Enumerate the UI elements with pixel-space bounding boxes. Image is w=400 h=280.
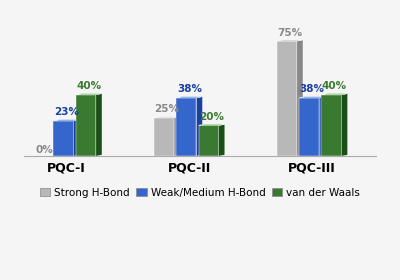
Polygon shape [322,95,342,156]
Text: 25%: 25% [154,104,180,114]
Text: 0%: 0% [35,145,53,155]
Text: 38%: 38% [177,84,202,94]
Polygon shape [176,97,202,98]
Text: 23%: 23% [54,107,79,117]
Polygon shape [299,97,325,98]
Polygon shape [299,98,319,156]
Text: 75%: 75% [277,27,302,38]
Polygon shape [219,124,225,156]
Polygon shape [277,40,303,41]
Polygon shape [96,94,102,156]
Polygon shape [297,40,303,156]
Polygon shape [154,116,180,118]
Polygon shape [54,120,80,121]
Polygon shape [54,121,74,156]
Legend: Strong H-Bond, Weak/Medium H-Bond, van der Waals: Strong H-Bond, Weak/Medium H-Bond, van d… [36,183,364,202]
Polygon shape [76,95,96,156]
Polygon shape [176,98,196,156]
Polygon shape [342,94,348,156]
Polygon shape [199,124,225,125]
Polygon shape [277,41,297,156]
Text: 20%: 20% [199,112,224,122]
Text: 38%: 38% [300,84,325,94]
Polygon shape [74,120,80,156]
Polygon shape [319,97,325,156]
Polygon shape [174,116,180,156]
Text: 40%: 40% [76,81,102,91]
Polygon shape [196,97,202,156]
Text: 40%: 40% [322,81,347,91]
Polygon shape [76,94,102,95]
Polygon shape [322,94,348,95]
Polygon shape [154,118,174,156]
Polygon shape [199,125,219,156]
